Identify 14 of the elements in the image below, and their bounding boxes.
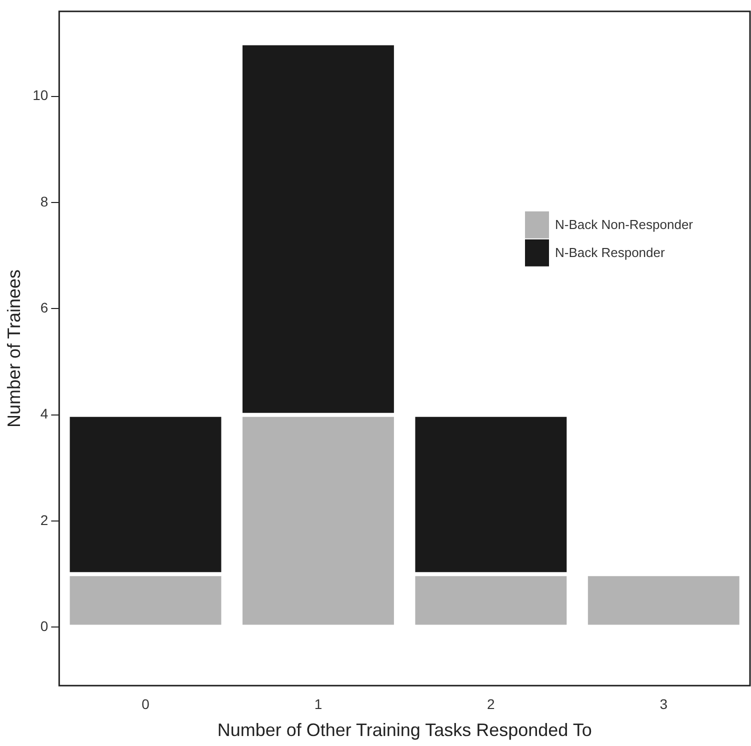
y-axis-title: Number of Trainees xyxy=(4,269,24,428)
x-tick-label: 0 xyxy=(142,696,150,712)
legend-label: N-Back Responder xyxy=(555,244,666,260)
y-tick-label: 8 xyxy=(40,193,48,210)
y-tick-label: 0 xyxy=(40,618,48,634)
y-tick-label: 6 xyxy=(40,300,48,316)
y-tick-label: 2 xyxy=(40,512,48,528)
y-tick-label: 4 xyxy=(40,406,48,422)
x-tick-label: 2 xyxy=(487,696,496,712)
legend-label: N-Back Non-Responder xyxy=(555,216,694,232)
x-tick-label: 1 xyxy=(314,696,322,712)
y-tick-label: 10 xyxy=(32,87,48,104)
x-tick-label: 3 xyxy=(660,696,668,712)
x-axis-title: Number of Other Training Tasks Responded To xyxy=(217,720,592,740)
